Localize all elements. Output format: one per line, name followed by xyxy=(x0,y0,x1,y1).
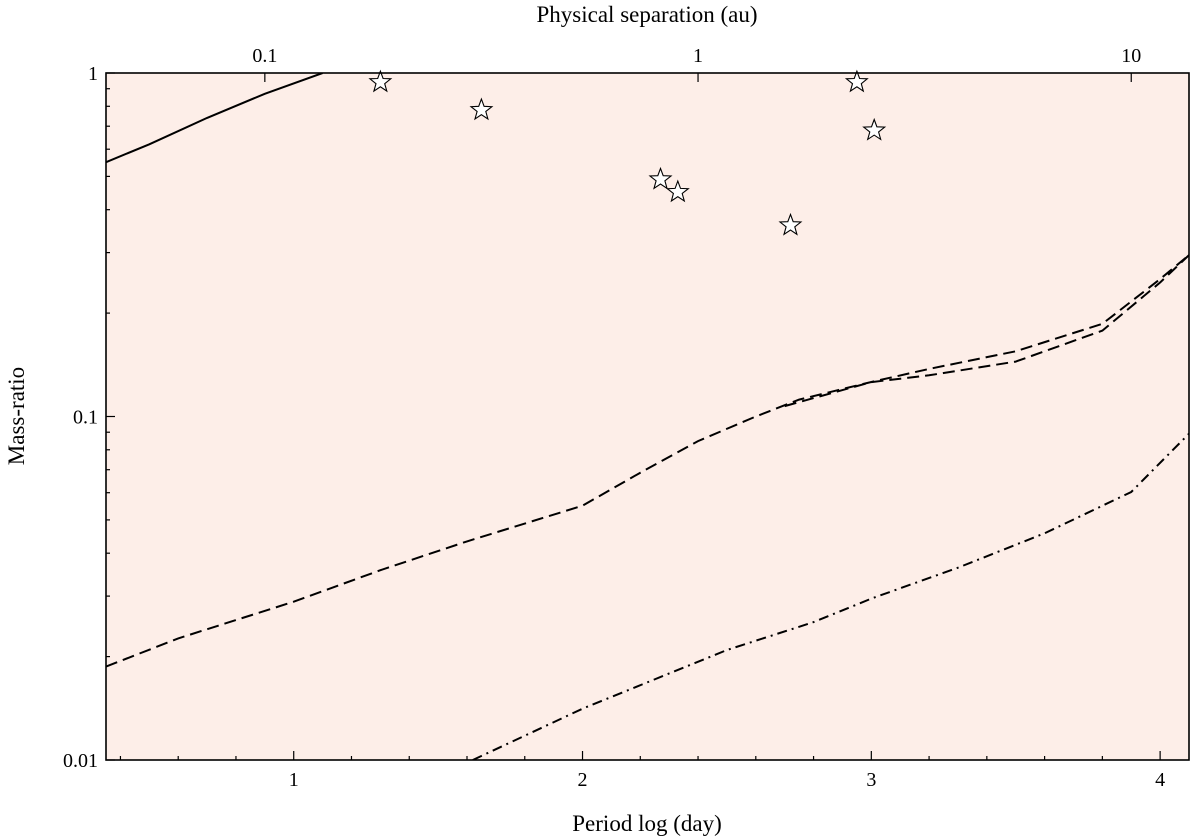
contour-band xyxy=(106,73,1189,760)
dashed-upper-contour xyxy=(106,254,1189,668)
y-axis-title: Mass-ratio xyxy=(4,367,29,465)
solid-contour xyxy=(106,73,323,164)
star-marker xyxy=(665,179,690,203)
x-tick-label: 1 xyxy=(289,769,299,791)
x-axis-title: Period log (day) xyxy=(572,811,721,836)
axis-ticks: 1 2 3 4 1 0.1 0.01 0.1 1 10 xyxy=(63,45,1165,791)
x-tick-label: 2 xyxy=(578,769,588,791)
star-marker xyxy=(368,69,393,93)
top-tick-label: 1 xyxy=(693,45,703,67)
star-marker xyxy=(648,166,673,190)
star-marker xyxy=(844,69,869,93)
top-tick-label: 10 xyxy=(1121,45,1141,67)
contour-lines xyxy=(106,73,1189,760)
y-tick-label: 0.01 xyxy=(63,750,98,772)
top-axis-title: Physical separation (au) xyxy=(537,2,758,27)
dashed-lower-contour xyxy=(784,254,1189,408)
star-marker xyxy=(862,117,887,141)
star-marker xyxy=(469,97,494,121)
y-tick-label: 1 xyxy=(88,63,98,85)
contour-bands xyxy=(106,73,1189,760)
x-tick-label: 3 xyxy=(866,769,876,791)
top-tick-label: 0.1 xyxy=(252,45,277,67)
star-marker xyxy=(778,212,803,236)
x-tick-label: 4 xyxy=(1155,769,1165,791)
y-tick-label: 0.1 xyxy=(73,407,98,429)
star-markers xyxy=(368,69,887,236)
